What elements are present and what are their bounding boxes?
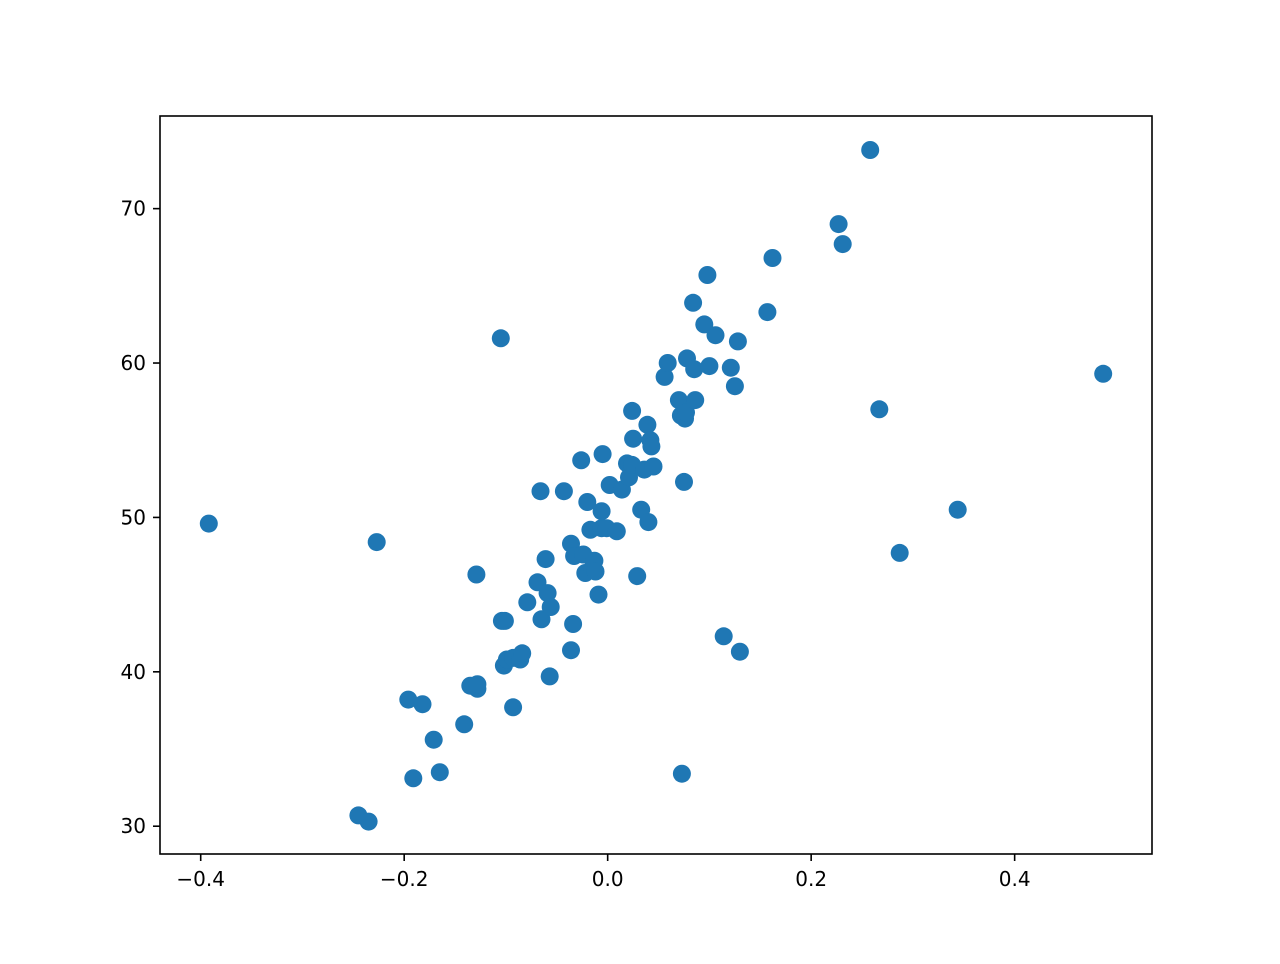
scatter-point (706, 326, 725, 345)
scatter-point (467, 565, 486, 584)
scatter-point (424, 730, 443, 749)
scatter-point (404, 769, 423, 788)
scatter-point (504, 698, 523, 717)
scatter-point (455, 715, 474, 734)
scatter-point (578, 493, 597, 511)
scatter-point (861, 141, 880, 159)
y-axis: 30 40 50 60 70 (121, 197, 160, 838)
scatter-point (430, 763, 449, 782)
scatter-point (638, 415, 657, 434)
y-tick-label: 40 (121, 660, 146, 684)
scatter-point (684, 293, 703, 312)
scatter-point (540, 667, 559, 686)
scatter-point (833, 235, 852, 254)
scatter-point (1094, 364, 1113, 383)
scatter-point (572, 451, 591, 470)
scatter-point (890, 543, 909, 562)
scatter-point (586, 562, 605, 581)
scatter-point (829, 215, 848, 234)
scatter-point (532, 610, 551, 629)
scatter-point (495, 611, 514, 630)
scatter-point (642, 437, 661, 456)
scatter-point (554, 482, 573, 501)
scatter-point (658, 354, 677, 372)
scatter-point (593, 445, 612, 464)
scatter-point (199, 514, 218, 533)
scatter-point (491, 329, 510, 348)
scatter-point (730, 642, 749, 661)
scatter-point (468, 675, 487, 694)
scatter-point (695, 315, 714, 334)
scatter-point (536, 550, 555, 569)
scatter-point (592, 502, 611, 521)
y-tick-label: 30 (121, 814, 146, 838)
scatter-point (413, 695, 432, 714)
scatter-point (589, 585, 608, 604)
scatter-point (624, 429, 643, 448)
scatter-point (639, 513, 658, 532)
scatter-point (564, 615, 583, 633)
x-axis: −0.4 −0.2 0.0 0.2 0.4 (176, 854, 1031, 891)
scatter-point (725, 377, 744, 396)
scatter-point (518, 593, 537, 612)
scatter-point (531, 482, 550, 501)
y-tick-label: 70 (121, 197, 146, 221)
y-tick-label: 60 (121, 351, 146, 375)
scatter-point (677, 403, 695, 422)
x-tick-label: 0.0 (592, 867, 624, 891)
x-tick-label: 0.4 (999, 867, 1031, 891)
scatter-point (685, 360, 704, 379)
scatter-point (359, 812, 378, 831)
scatter-point (628, 567, 647, 586)
scatter-point (714, 627, 733, 646)
scatter-point (728, 332, 747, 351)
scatter-point (644, 457, 663, 476)
scatter-point (672, 764, 691, 783)
scatter-point (698, 266, 717, 284)
scatter-point (686, 391, 705, 410)
scatter-point (607, 522, 626, 541)
x-tick-label: −0.2 (380, 867, 429, 891)
plot-area (160, 116, 1152, 854)
scatter-point (870, 400, 889, 419)
scatter-point (623, 401, 642, 420)
scatter-point (399, 690, 418, 709)
scatter-point (700, 357, 719, 376)
scatter-point (541, 598, 560, 616)
x-tick-label: 0.2 (795, 867, 827, 891)
y-tick-label: 50 (121, 505, 146, 529)
scatter-point (367, 533, 386, 552)
scatter-point (948, 500, 967, 519)
scatter-point (758, 303, 777, 322)
scatter-point (513, 644, 532, 663)
scatter-point (655, 367, 674, 386)
scatter-point (763, 249, 782, 267)
x-tick-label: −0.4 (176, 867, 225, 891)
points-layer (199, 141, 1113, 831)
scatter-point (538, 584, 557, 603)
scatter-point (562, 641, 580, 660)
plot-frame (159, 115, 1153, 855)
scatter-point (675, 472, 693, 491)
scatter-point (721, 358, 740, 377)
